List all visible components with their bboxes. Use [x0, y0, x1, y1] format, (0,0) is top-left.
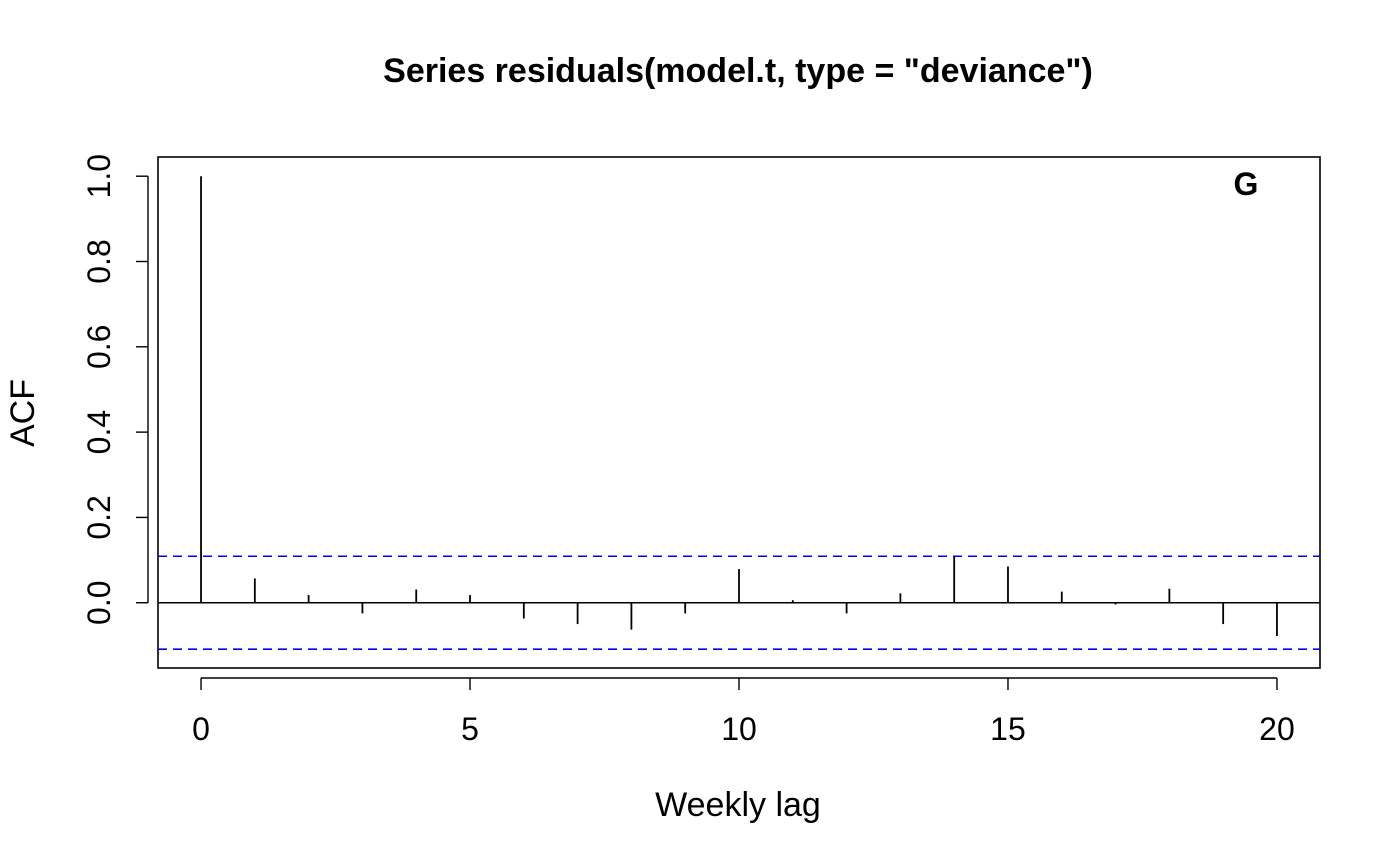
x-tick-label: 0 [192, 711, 210, 747]
x-tick-label: 10 [721, 711, 757, 747]
x-tick-label: 15 [990, 711, 1026, 747]
plot-area [157, 156, 1321, 669]
y-tick-label: 0.4 [81, 410, 117, 454]
y-tick-label: 1.0 [81, 154, 117, 198]
x-tick-label: 20 [1259, 711, 1295, 747]
y-tick-label: 0.0 [81, 580, 117, 624]
y-tick-label: 0.8 [81, 239, 117, 283]
y-axis-label: ACF [4, 379, 42, 447]
plot-frame [157, 156, 1321, 669]
y-tick-label: 0.2 [81, 495, 117, 539]
chart-title: Series residuals(model.t, type = "devian… [383, 52, 1093, 90]
y-tick-label: 0.6 [81, 325, 117, 369]
x-axis: 0 5 10 15 20 [192, 677, 1295, 747]
panel-label: G [1234, 166, 1259, 202]
x-tick-label: 5 [461, 711, 479, 747]
y-axis: 0.0 0.2 0.4 0.6 0.8 1.0 [81, 154, 149, 625]
x-axis-label: Weekly lag [655, 786, 821, 824]
